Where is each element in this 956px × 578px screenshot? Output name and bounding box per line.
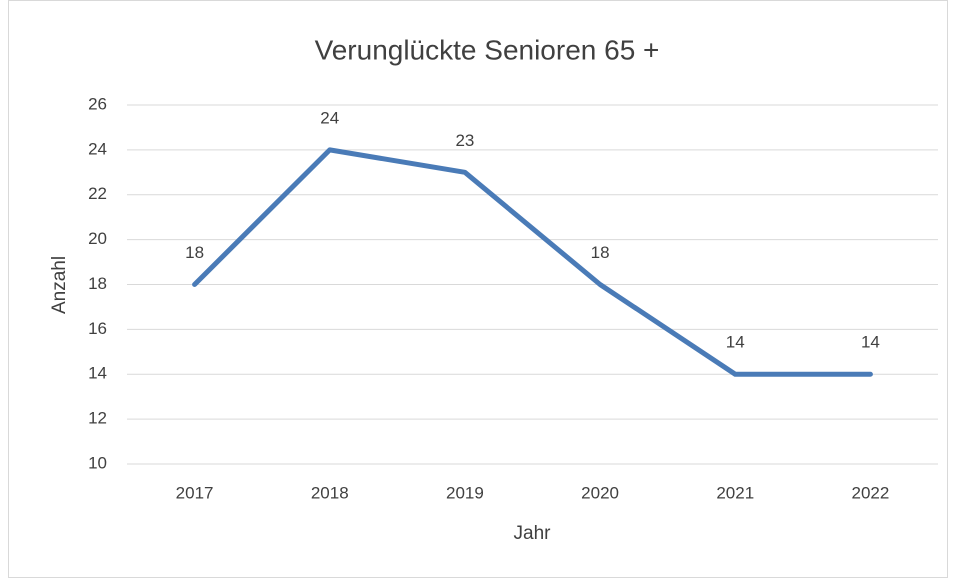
chart-title: Verunglückte Senioren 65 + [315, 34, 660, 65]
x-tick-label: 2018 [311, 483, 349, 502]
x-tick-label: 2020 [581, 483, 619, 502]
y-tick-label: 24 [88, 139, 107, 158]
line [192, 147, 873, 377]
x-tick-label: 2021 [716, 483, 754, 502]
data-label: 23 [455, 131, 474, 150]
y-tick-label: 26 [88, 94, 107, 113]
y-tick-label: 20 [88, 229, 107, 248]
y-tick-label: 16 [88, 319, 107, 338]
y-axis-label: Anzahl [49, 256, 70, 314]
y-tick-label: 12 [88, 409, 107, 428]
y-tick-label: 10 [88, 453, 107, 472]
data-label: 24 [320, 108, 339, 127]
y-tick-label: 18 [88, 274, 107, 293]
data-label: 18 [185, 243, 204, 262]
y-tick-label: 14 [88, 364, 107, 383]
data-label: 18 [591, 243, 610, 262]
y-tick-label: 22 [88, 184, 107, 203]
data-label: 14 [726, 333, 745, 352]
x-axis-label: Jahr [514, 523, 552, 544]
data-label: 14 [861, 333, 880, 352]
x-tick-label: 2017 [176, 483, 214, 502]
x-tick-label: 2022 [852, 483, 890, 502]
x-tick-label: 2019 [446, 483, 484, 502]
chart-frame [8, 0, 948, 578]
